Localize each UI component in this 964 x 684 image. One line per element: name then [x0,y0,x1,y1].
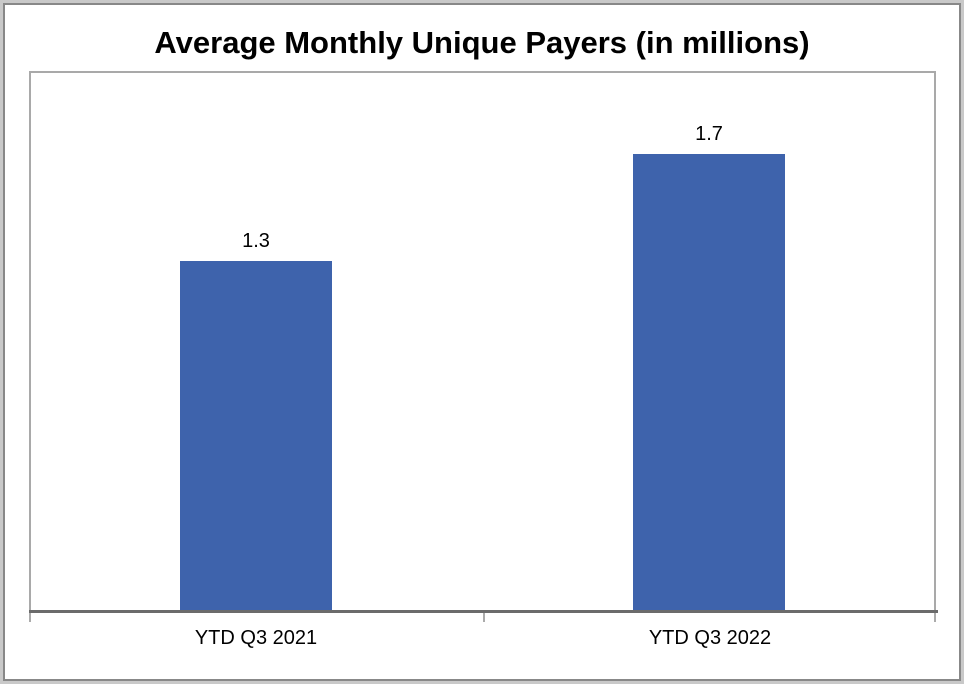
bar-value-label: 1.7 [695,123,723,145]
x-axis-tick [29,613,31,622]
x-axis-label: YTD Q3 2021 [194,627,318,649]
plot-area [29,71,936,610]
x-axis-tick [934,613,936,622]
x-axis-tick [483,613,485,622]
x-axis-label: YTD Q3 2022 [648,627,772,649]
chart-title: Average Monthly Unique Payers (in millio… [154,25,810,60]
x-axis-line [29,610,938,613]
bar [633,154,785,610]
bar-value-label: 1.3 [242,230,270,252]
bar [180,261,332,610]
